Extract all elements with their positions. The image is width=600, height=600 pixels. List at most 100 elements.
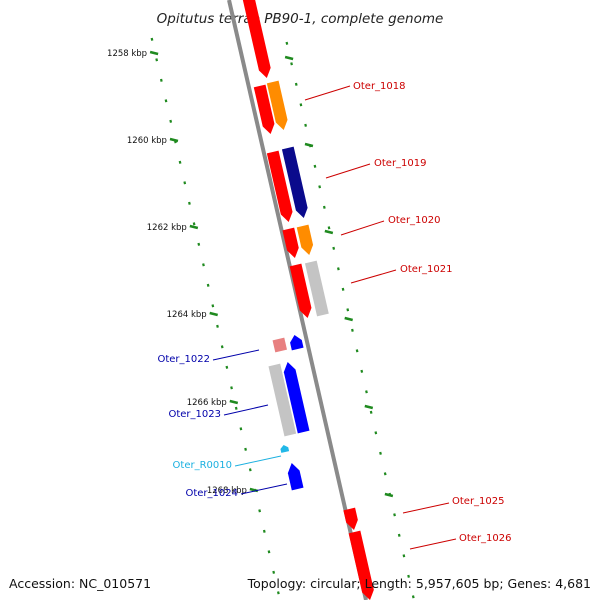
minor-tick [290, 62, 293, 66]
minor-tick [276, 591, 280, 595]
feature-track [240, 0, 374, 600]
minor-tick [216, 324, 219, 328]
major-tick [304, 142, 314, 148]
major-tick [384, 492, 394, 498]
minor-tick [407, 574, 410, 578]
minor-tick [267, 550, 271, 554]
minor-tick [397, 533, 401, 537]
minor-tick [369, 410, 373, 414]
gene-label-oter-1026: Oter_1026 [459, 533, 512, 544]
minor-tick [230, 386, 233, 390]
gene-label-oter-1022: Oter_1022 [157, 354, 210, 365]
leader-line [350, 269, 397, 284]
minor-tick [341, 287, 345, 291]
minor-tick [202, 263, 205, 267]
minor-tick [178, 160, 182, 164]
rna-arrow [280, 444, 290, 453]
scale-label: 1258 kbp [107, 49, 147, 59]
minor-tick [304, 123, 307, 127]
cds-arrow [289, 263, 312, 318]
cds-arrow [343, 507, 358, 530]
minor-tick [393, 513, 396, 517]
leader-line [234, 455, 282, 467]
leader-line [409, 538, 457, 550]
minor-tick [248, 468, 252, 472]
minor-tick [365, 390, 368, 394]
major-tick [169, 137, 179, 143]
scale-label: 1266 kbp [187, 398, 227, 408]
gene-label-oter-1024: Oter_1024 [185, 488, 238, 499]
minor-tick [285, 41, 289, 45]
minor-tick [322, 205, 326, 209]
gene-label-oter-r0010: Oter_R0010 [173, 460, 232, 471]
scale-labels: 1258 kbp 1260 kbp 1262 kbp 1264 kbp 1266 kbp… [107, 49, 247, 496]
scale-label: 1268 kbp [207, 486, 247, 496]
gene-label-oter-1021: Oter_1021 [400, 264, 453, 275]
major-tick [344, 316, 354, 322]
leader-line [304, 85, 351, 101]
minor-tick [220, 345, 224, 349]
label-leader-lines [212, 85, 457, 550]
gene-label-oter-1025: Oter_1025 [452, 496, 505, 507]
minor-tick [318, 185, 322, 189]
minor-tick [258, 509, 262, 513]
map-title: Opitutus terrae PB90-1, complete genome [157, 11, 444, 27]
minor-tick [337, 267, 340, 271]
leader-line [223, 404, 269, 416]
gene-label-oter-1018: Oter_1018 [353, 81, 406, 92]
minor-tick [188, 201, 191, 205]
minor-tick [374, 431, 378, 435]
minor-tick [351, 328, 354, 332]
minor-tick [332, 246, 336, 250]
minor-tick [206, 283, 210, 287]
minor-tick [211, 304, 215, 308]
major-tick [364, 404, 374, 410]
cds-arrow [240, 0, 271, 79]
minor-tick [360, 369, 364, 373]
minor-tick [192, 222, 196, 226]
minor-tick [164, 99, 168, 103]
minor-tick [272, 570, 276, 574]
minor-tick [379, 451, 382, 455]
scale-label: 1264 kbp [167, 310, 207, 320]
gene-labels: Oter_1018 Oter_1019 Oter_1020 Oter_1021 Oter… [157, 81, 511, 544]
leader-line [240, 483, 288, 495]
leader-line [212, 349, 260, 361]
minor-tick [327, 226, 331, 230]
major-tick [284, 55, 294, 61]
minor-tick [234, 406, 238, 410]
cds-arrow [253, 84, 275, 135]
accession-label: Accession: NC_010571 [9, 576, 152, 591]
minor-tick [383, 472, 387, 476]
gene-label-oter-1019: Oter_1019 [374, 158, 427, 169]
leader-line [402, 502, 450, 514]
minor-tick [197, 242, 201, 246]
cds-arrow [281, 146, 308, 219]
minor-tick [159, 78, 163, 82]
minor-tick [411, 595, 415, 599]
minor-tick [299, 103, 303, 107]
scale-label: 1262 kbp [147, 223, 187, 233]
minor-tick [155, 58, 159, 62]
cds-arrow [283, 361, 310, 434]
minor-tick [262, 529, 266, 533]
major-tick [324, 229, 334, 235]
cds-arrow [348, 530, 374, 600]
cds-arrow [290, 334, 304, 351]
pseudogene-block [272, 337, 287, 353]
major-tick [189, 224, 199, 230]
leader-line [340, 220, 385, 236]
scale-label: 1260 kbp [127, 136, 167, 146]
cds-block [304, 260, 329, 317]
minor-tick [183, 181, 187, 185]
minor-tick [313, 164, 317, 168]
cds-arrow [287, 462, 304, 491]
cds-arrow [266, 150, 293, 223]
minor-tick [346, 308, 350, 312]
topology-label: Topology: circular; Length: 5,957,605 bp… [247, 576, 591, 591]
cds-arrow [282, 227, 299, 258]
cds-arrow [266, 80, 288, 131]
minor-tick [239, 427, 243, 431]
major-tick [229, 399, 239, 405]
